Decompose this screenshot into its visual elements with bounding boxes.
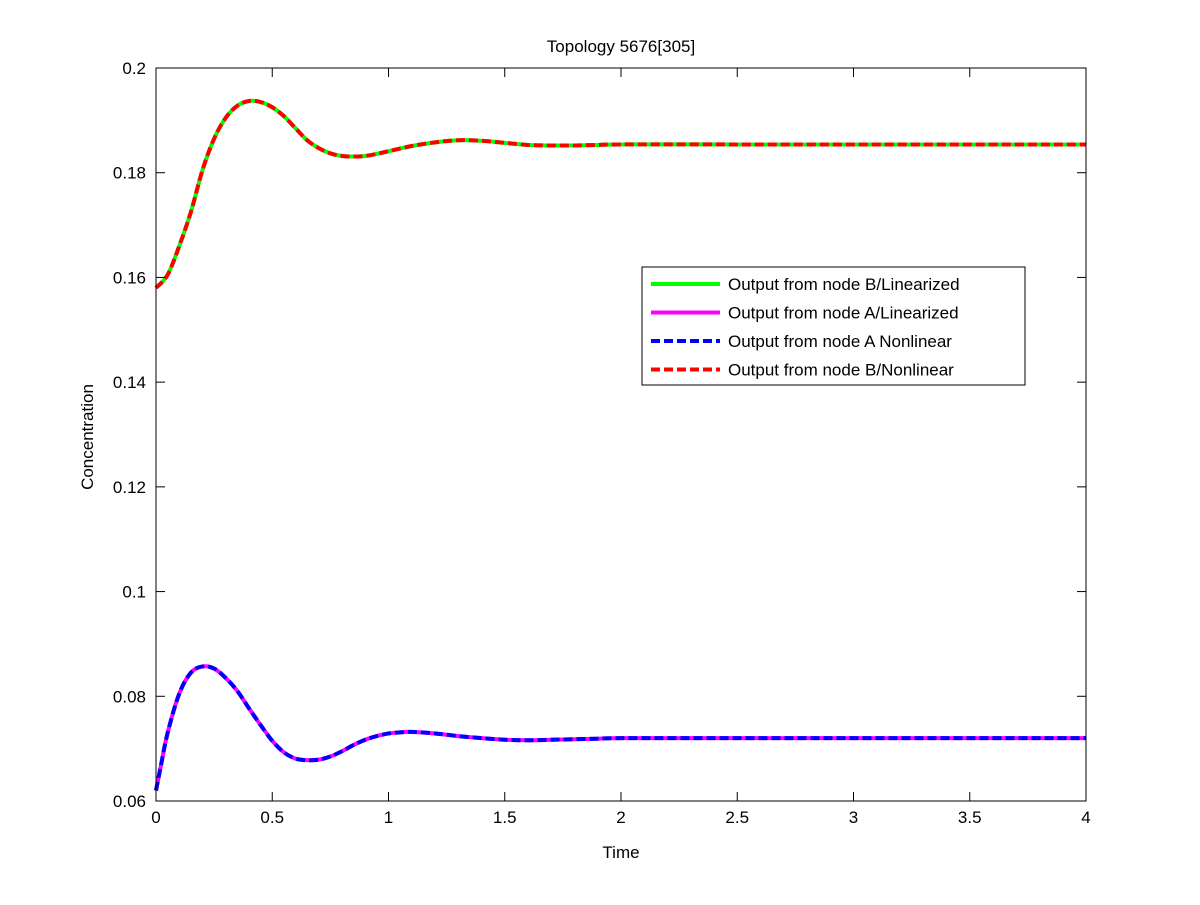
series-line-2 — [154, 664, 1086, 791]
x-tick-label: 0 — [151, 808, 160, 827]
x-tick-label: 2 — [616, 808, 625, 827]
legend-label-2: Output from node A Nonlinear — [728, 332, 952, 351]
y-axis-label: Concentration — [78, 384, 97, 490]
x-axis-label: Time — [602, 843, 639, 862]
y-tick-label: 0.18 — [113, 164, 146, 183]
y-tick-label: 0.14 — [113, 373, 146, 392]
chart-title: Topology 5676[305] — [547, 37, 695, 56]
x-tick-label: 1.5 — [493, 808, 517, 827]
x-axis: 0 0.5 1 1.5 2 2.5 3 3.5 4 — [151, 68, 1091, 827]
y-tick-label: 0.16 — [113, 268, 146, 287]
y-tick-label: 0.12 — [113, 478, 146, 497]
x-tick-label: 3.5 — [958, 808, 982, 827]
x-tick-label: 2.5 — [725, 808, 749, 827]
y-axis: 0.06 0.08 0.1 0.12 0.14 0.16 0.18 0.2 — [113, 59, 1086, 811]
legend: Output from node B/Linearized Output from… — [641, 266, 1026, 386]
y-tick-label: 0.08 — [113, 687, 146, 706]
x-tick-label: 3 — [849, 808, 858, 827]
x-tick-label: 0.5 — [260, 808, 284, 827]
y-tick-label: 0.06 — [113, 792, 146, 811]
x-tick-label: 1 — [384, 808, 393, 827]
legend-label-0: Output from node B/Linearized — [728, 275, 960, 294]
series-layer — [154, 98, 1086, 791]
legend-label-3: Output from node B/Nonlinear — [728, 361, 954, 380]
legend-label-1: Output from node A/Linearized — [728, 304, 959, 323]
series-line-3 — [154, 98, 1086, 290]
y-tick-label: 0.2 — [122, 59, 146, 78]
plot-area — [156, 68, 1086, 801]
x-tick-label: 4 — [1081, 808, 1090, 827]
legend-box — [641, 266, 1026, 386]
y-tick-label: 0.1 — [122, 583, 146, 602]
